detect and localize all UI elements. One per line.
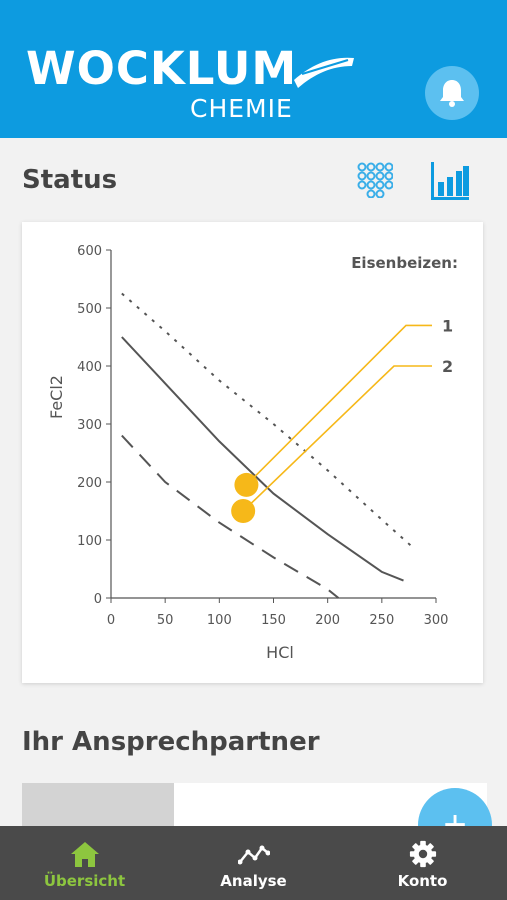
tab-label: Übersicht xyxy=(43,872,126,890)
contact-title: Ihr Ansprechpartner xyxy=(22,727,320,757)
chart-series-line-1 xyxy=(121,292,415,550)
chart-point-1[interactable] xyxy=(234,472,259,497)
grid-icon[interactable] xyxy=(357,162,393,198)
tab-konto[interactable]: Konto xyxy=(338,826,507,900)
chart-y-tick-label: 100 xyxy=(77,534,102,549)
chart-x-tick-label: 150 xyxy=(261,613,286,628)
chart-y-tick-label: 400 xyxy=(77,360,102,375)
chart-y-tick-label: 500 xyxy=(77,302,102,317)
notifications-button[interactable] xyxy=(425,66,479,120)
tab-uebersicht[interactable]: Übersicht xyxy=(0,826,169,900)
app-header: WOCKLUM CHEMIE xyxy=(0,0,507,138)
chart-x-tick-label: 200 xyxy=(315,613,340,628)
chart-x-tick-label: 0 xyxy=(107,613,115,628)
tab-label: Konto xyxy=(397,872,448,890)
chart-x-tick-label: 300 xyxy=(424,613,449,628)
status-title: Status xyxy=(22,165,118,195)
chart-series-line-3 xyxy=(121,434,340,599)
trend-icon xyxy=(237,845,270,865)
chart-callout-line-2 xyxy=(242,365,432,512)
gear-icon xyxy=(409,840,436,868)
chart-x-tick-label: 100 xyxy=(207,613,232,628)
logo-swoosh-icon xyxy=(294,57,354,88)
logo-subtitle: CHEMIE xyxy=(190,94,293,123)
chart-y-axis-label: FeCl2 xyxy=(47,375,66,419)
chart-x-tick-label: 250 xyxy=(369,613,394,628)
chart-callout-line-1 xyxy=(245,324,432,486)
chart-y-tick-label: 200 xyxy=(77,476,102,491)
logo-wordmark: WOCKLUM xyxy=(26,42,298,95)
bottom-tab-bar: Übersicht Analyse Konto xyxy=(0,826,507,900)
tab-label: Analyse xyxy=(220,872,287,890)
status-chart-card: 0 50 100 150 200 250 300 0 100 200 300 400 500 600 1 2… xyxy=(22,222,483,683)
chart-y-tick-label: 300 xyxy=(77,418,102,433)
bar-chart-icon[interactable] xyxy=(429,160,471,202)
status-chart: 0 50 100 150 200 250 300 0 100 200 300 400 500 600 1 2… xyxy=(47,244,458,662)
chart-x-tick-label: 50 xyxy=(157,613,174,628)
tab-analyse[interactable]: Analyse xyxy=(169,826,338,900)
bell-icon xyxy=(440,80,464,107)
chart-x-axis-label: HCl xyxy=(266,643,294,662)
chart-point-label-1: 1 xyxy=(442,316,453,335)
home-icon xyxy=(70,842,99,867)
chart-y-tick-label: 0 xyxy=(94,592,102,607)
chart-series-line-2 xyxy=(121,336,404,582)
chart-legend-title: Eisenbeizen: xyxy=(351,254,458,272)
chart-point-2[interactable] xyxy=(231,499,256,523)
chart-y-tick-label: 600 xyxy=(77,244,102,259)
chart-point-label-2: 2 xyxy=(442,357,453,376)
